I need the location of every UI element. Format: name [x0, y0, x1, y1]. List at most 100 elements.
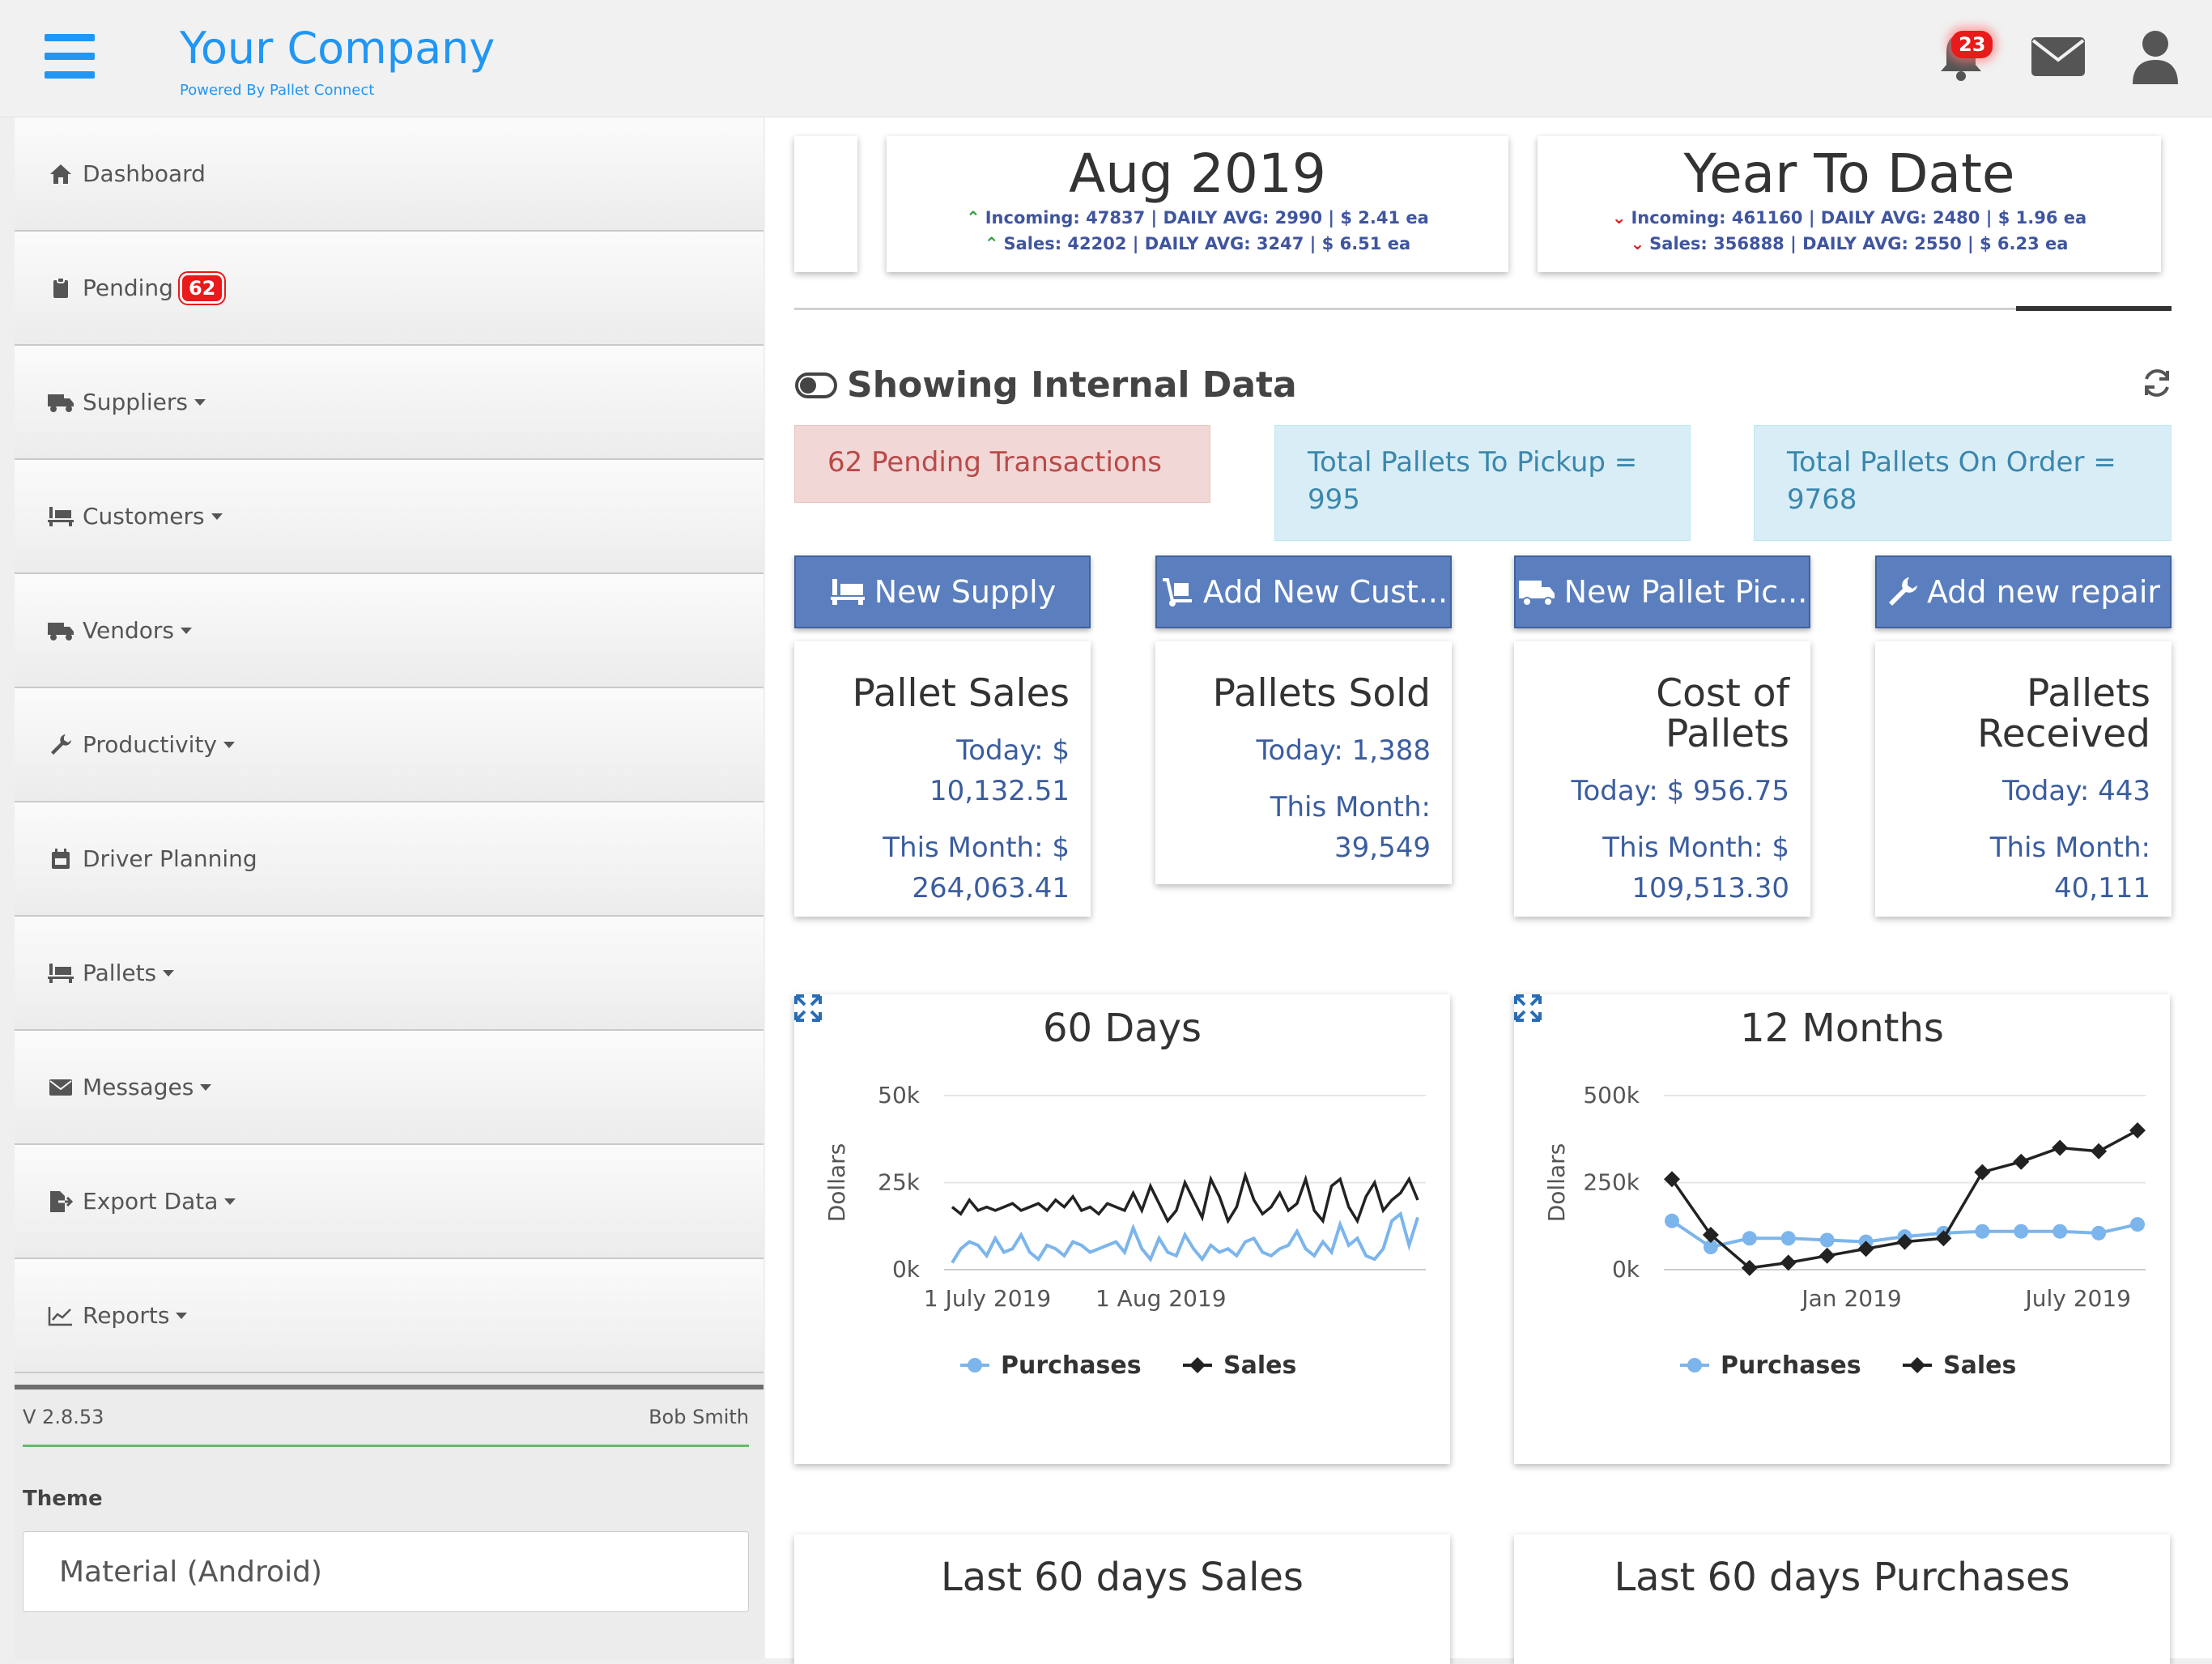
arrow-up-icon: ⌃: [984, 234, 999, 253]
card-title: Last 60 days Purchases: [1614, 1555, 2070, 1600]
pallet-icon: [47, 504, 74, 529]
pallets-to-pickup-alert[interactable]: Total Pallets To Pickup = 995: [1274, 425, 1691, 541]
notification-bell[interactable]: 23: [1929, 24, 1993, 89]
data-point-purchases: [1819, 1232, 1835, 1248]
data-point-purchases: [2014, 1224, 2029, 1239]
messages-button[interactable]: [2026, 24, 2091, 89]
caret-down-icon: [223, 741, 235, 748]
stat-card-pallet-sales[interactable]: Pallet Sales Today: $ 10,132.51 This Mon…: [794, 641, 1091, 917]
chart-card-60-days: 0k 25k 50k Dollars 1 July 2019 1 Aug 2019 Purc…: [794, 994, 1450, 1464]
summary-card-ytd[interactable]: Year To Date ⌄ Incoming: 461160 | DAILY A…: [1538, 136, 2161, 272]
expand-icon[interactable]: [1514, 994, 1542, 1022]
wrench-icon: [47, 733, 74, 757]
legend-marker-purchases: [968, 1358, 982, 1372]
sidebar-item-label: Pending: [83, 274, 173, 301]
sidebar-item-label: Vendors: [83, 617, 174, 644]
legend-marker-sales: [1189, 1357, 1206, 1373]
summary-card-previous[interactable]: [794, 136, 857, 272]
y-tick-label: 0k: [1612, 1256, 1640, 1283]
data-point-sales: [2013, 1153, 2030, 1170]
powered-by: Powered By Pallet Connect: [180, 82, 375, 99]
sidebar-item-customers[interactable]: Customers: [15, 460, 764, 574]
caret-down-icon: [224, 1198, 236, 1205]
arrow-down-icon: ⌄: [1611, 208, 1627, 228]
summary-month-incoming: Incoming: 47837 | DAILY AVG: 2990 | $ 2.…: [985, 208, 1429, 228]
stat-card-pallets-received[interactable]: Pallets Received Today: 443 This Month: …: [1875, 641, 2172, 917]
carousel-indicator[interactable]: [2016, 306, 2172, 311]
data-point-purchases: [1780, 1231, 1796, 1246]
footer-divider: [23, 1445, 749, 1447]
brand[interactable]: Your Company Powered By Pallet Connect: [180, 23, 495, 99]
x-tick-label: Jan 2019: [1800, 1285, 1901, 1312]
sidebar-item-vendors[interactable]: Vendors: [15, 574, 764, 688]
caret-down-icon: [211, 513, 223, 520]
data-source-toggle[interactable]: Showing Internal Data: [795, 364, 1297, 406]
series-line-purchases: [951, 1211, 1419, 1264]
sidebar-footer: V 2.8.53 Bob Smith Theme Material (Andro…: [15, 1385, 764, 1660]
add-new-customer-label: Add New Cust...: [1202, 574, 1448, 610]
stat-title: Pallets Sold: [1212, 671, 1431, 716]
legend-label-purchases: Purchases: [1001, 1351, 1142, 1380]
expand-icon[interactable]: [794, 994, 822, 1022]
caret-down-icon: [194, 398, 206, 406]
wrench-icon: [1888, 577, 1917, 606]
y-tick-label: 0k: [892, 1256, 921, 1283]
notification-badge: 23: [1951, 31, 1993, 58]
hamburger-menu-icon[interactable]: [45, 34, 95, 79]
sidebar-item-dashboard[interactable]: Dashboard: [15, 117, 764, 232]
truck-icon: [47, 619, 74, 643]
y-tick-label: 25k: [878, 1169, 921, 1196]
stat-card-cost-of-pallets[interactable]: Cost of Pallets Today: $ 956.75 This Mon…: [1514, 641, 1810, 917]
card-title: Last 60 days Sales: [941, 1555, 1304, 1600]
caret-down-icon: [163, 969, 175, 977]
sidebar-item-label: Reports: [83, 1302, 170, 1329]
new-pallet-pickup-button[interactable]: New Pallet Pic...: [1514, 555, 1810, 628]
add-new-repair-label: Add new repair: [1926, 574, 2161, 610]
stat-card-pallets-sold[interactable]: Pallets Sold Today: 1,388 This Month: 39…: [1155, 641, 1452, 884]
pallets-on-order-alert[interactable]: Total Pallets On Order = 9768: [1754, 425, 2172, 541]
last-60-days-sales-card: Last 60 days Sales: [794, 1534, 1450, 1664]
stat-today: Today: $ 10,132.51: [929, 734, 1070, 807]
add-new-repair-button[interactable]: Add new repair: [1875, 555, 2172, 628]
envelope-icon: [47, 1075, 74, 1100]
summary-month-sales: Sales: 42202 | DAILY AVG: 3247 | $ 6.51 …: [1003, 234, 1411, 253]
user-profile-button[interactable]: [2123, 24, 2188, 89]
y-axis-label: Dollars: [1543, 1143, 1570, 1223]
sidebar-item-driver-planning[interactable]: Driver Planning: [15, 802, 764, 917]
sidebar-item-reports[interactable]: Reports: [15, 1259, 764, 1373]
add-new-customer-button[interactable]: Add New Cust...: [1155, 555, 1452, 628]
sidebar-item-suppliers[interactable]: Suppliers: [15, 346, 764, 460]
sidebar-item-export-data[interactable]: Export Data: [15, 1145, 764, 1259]
sidebar-item-label: Messages: [83, 1074, 194, 1100]
x-tick-label: July 2019: [2023, 1285, 2131, 1312]
caret-down-icon: [176, 1312, 188, 1319]
sidebar-item-messages[interactable]: Messages: [15, 1031, 764, 1145]
sidebar-item-pallets[interactable]: Pallets: [15, 917, 764, 1031]
sidebar-item-label: Suppliers: [83, 389, 188, 415]
data-point-purchases: [1742, 1231, 1757, 1246]
summary-card-month[interactable]: Aug 2019 ⌃ Incoming: 47837 | DAILY AVG: 2…: [887, 136, 1508, 272]
envelope-icon: [2031, 37, 2085, 76]
caret-down-icon: [180, 627, 192, 634]
stat-month: This Month: $ 109,513.30: [1602, 832, 1789, 904]
y-tick-label: 500k: [1583, 1082, 1640, 1109]
theme-select[interactable]: Material (Android): [23, 1531, 749, 1612]
showing-label: Showing Internal Data: [847, 364, 1297, 406]
sidebar-item-productivity[interactable]: Productivity: [15, 688, 764, 802]
sidebar-item-label: Export Data: [83, 1188, 219, 1215]
arrow-down-icon: ⌄: [1630, 234, 1645, 253]
summary-ytd-incoming: Incoming: 461160 | DAILY AVG: 2480 | $ 1…: [1631, 208, 2087, 228]
data-point-sales: [1819, 1247, 1836, 1264]
pending-transactions-alert[interactable]: 62 Pending Transactions: [794, 425, 1210, 503]
sidebar-item-pending[interactable]: Pending 62: [15, 232, 764, 346]
new-supply-button[interactable]: New Supply: [794, 555, 1091, 628]
data-point-sales: [2129, 1122, 2146, 1138]
last-60-days-purchases-card: Last 60 days Purchases: [1514, 1534, 2170, 1664]
refresh-icon[interactable]: [2140, 366, 2174, 400]
chart-title: 12 Months: [1740, 1006, 1944, 1051]
stat-today: Today: 1,388: [1256, 734, 1431, 767]
pending-count-badge: 62: [179, 272, 225, 304]
data-point-sales: [2052, 1139, 2069, 1156]
version-label: V 2.8.53: [23, 1406, 104, 1428]
data-point-sales: [1780, 1254, 1797, 1271]
